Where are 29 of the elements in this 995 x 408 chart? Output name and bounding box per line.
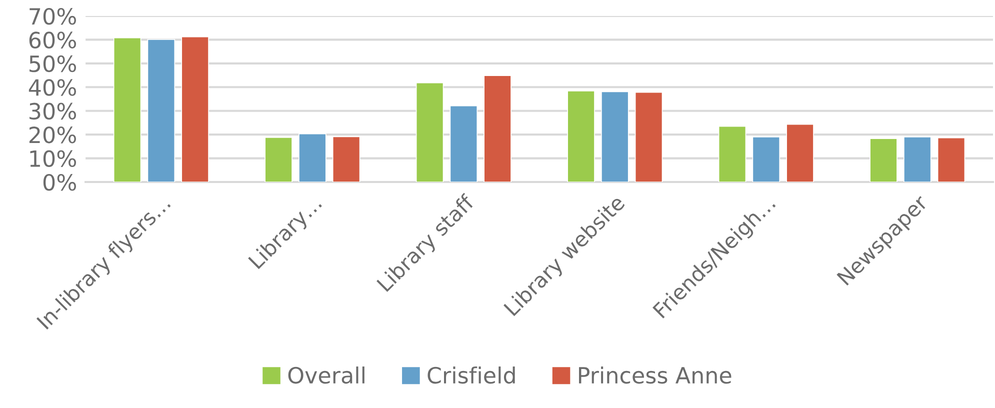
legend-label: Princess Anne [579,366,732,384]
bar [634,92,663,182]
bar [752,136,780,182]
y-tick-label: 40% [28,79,76,96]
y-tick-label: 50% [30,55,76,72]
y-tick-label: 60% [29,32,76,48]
bar [718,126,746,182]
bar [786,124,814,182]
bar [567,90,595,182]
bar [298,133,326,182]
y-tick-label: 0% [43,174,76,191]
y-tick-label: 70% [30,8,76,25]
bar [264,136,292,182]
bar [904,136,932,182]
legend-label: Overall [288,366,364,384]
bar [416,82,444,182]
bar [332,136,360,182]
y-tick-label: 10% [30,150,76,168]
bar [147,39,176,182]
bar [484,75,512,182]
bar [870,138,898,182]
bar [937,137,966,182]
legend-label: Crisfield [428,366,515,384]
bar [113,37,142,182]
bar [181,36,209,182]
y-tick-label: 20% [29,126,76,144]
bar [450,105,478,182]
y-tick-label: 30% [30,102,76,120]
bar [601,91,629,182]
